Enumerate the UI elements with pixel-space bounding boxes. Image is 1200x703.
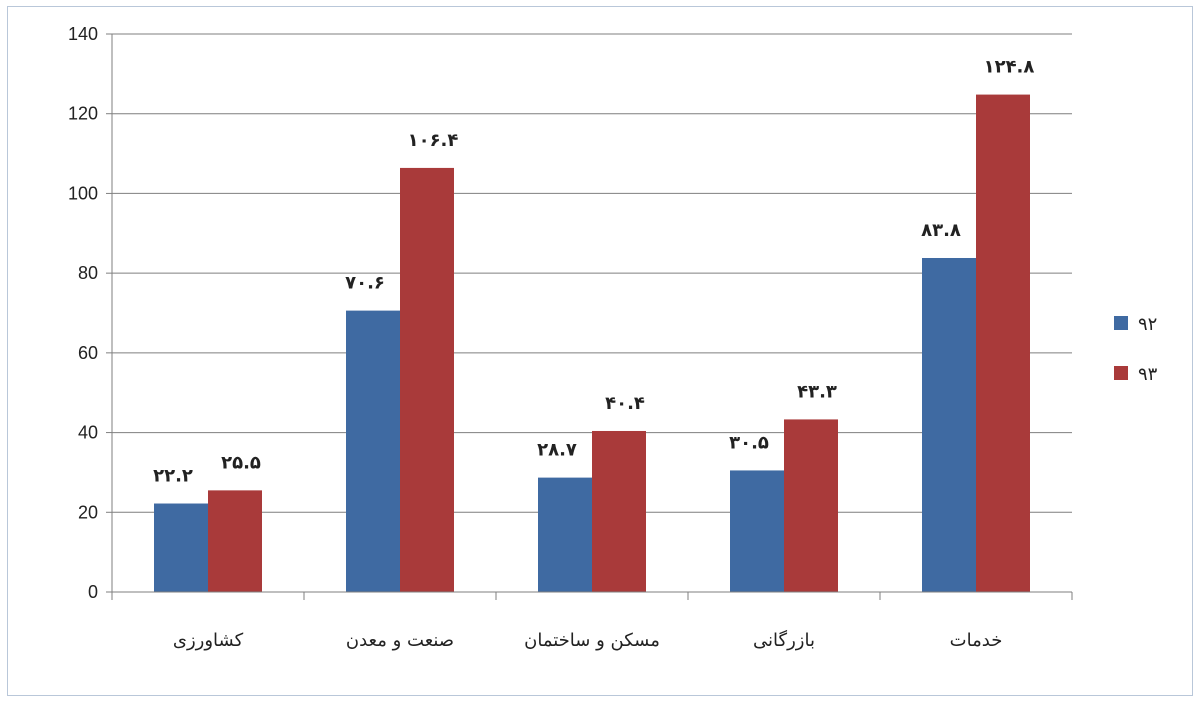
x-tick-label: کشاورزی	[173, 630, 244, 651]
bar	[784, 419, 838, 592]
legend-swatch	[1114, 366, 1128, 380]
y-tick-label: 60	[78, 343, 98, 363]
x-tick-label: خدمات	[950, 630, 1003, 651]
x-tick-label: بازرگانی	[753, 629, 815, 651]
data-label: ۲۸.۷	[537, 440, 577, 461]
y-tick-label: 40	[78, 423, 98, 443]
bar	[208, 490, 262, 592]
bar	[976, 94, 1030, 592]
bar	[592, 430, 646, 592]
legend-label: ۹۳	[1138, 364, 1158, 385]
x-axis: کشاورزی صنعت و معدن مسکن و ساختمان بازرگانی…	[111, 591, 1073, 651]
data-label: ۲۲.۲	[153, 466, 193, 487]
x-tick-label: صنعت و معدن	[346, 630, 454, 651]
bar	[400, 167, 454, 593]
bar	[346, 310, 400, 592]
y-tick-label: 80	[78, 263, 98, 283]
y-tick-label: 120	[68, 104, 98, 124]
data-label: ۸۳.۸	[921, 220, 961, 241]
data-label: ۴۰.۴	[605, 393, 645, 414]
y-tick-label: 0	[88, 582, 98, 602]
x-tick-label: مسکن و ساختمان	[524, 630, 660, 651]
data-label: ۳۰.۵	[729, 432, 769, 453]
data-label: ۱۲۴.۸	[984, 57, 1035, 78]
bar	[154, 503, 208, 592]
data-label: ۱۰۶.۴	[408, 130, 459, 151]
bar	[730, 470, 784, 592]
data-labels: ۲۲.۲ ۲۵.۵ ۷۰.۶ ۱۰۶.۴ ۲۸.۷ ۴۰.۴ ۳۰.۵ ۴۳.۳ ۸۳.۸ ۱۲۴…	[153, 57, 1034, 487]
y-tick-label: 140	[68, 24, 98, 44]
y-axis: 0 20 40 60 80 100 120 140	[68, 24, 113, 602]
legend: ۹۲ ۹۳	[1114, 314, 1158, 385]
gridlines	[112, 33, 1072, 513]
bar	[922, 257, 976, 592]
data-label: ۴۳.۳	[797, 381, 837, 402]
y-tick-label: 20	[78, 502, 98, 522]
y-tick-label: 100	[68, 183, 98, 203]
data-label: ۷۰.۶	[345, 273, 385, 294]
legend-swatch	[1114, 316, 1128, 330]
bars	[154, 94, 1030, 593]
legend-label: ۹۲	[1138, 314, 1157, 335]
data-label: ۲۵.۵	[221, 452, 261, 473]
bar	[538, 477, 592, 592]
